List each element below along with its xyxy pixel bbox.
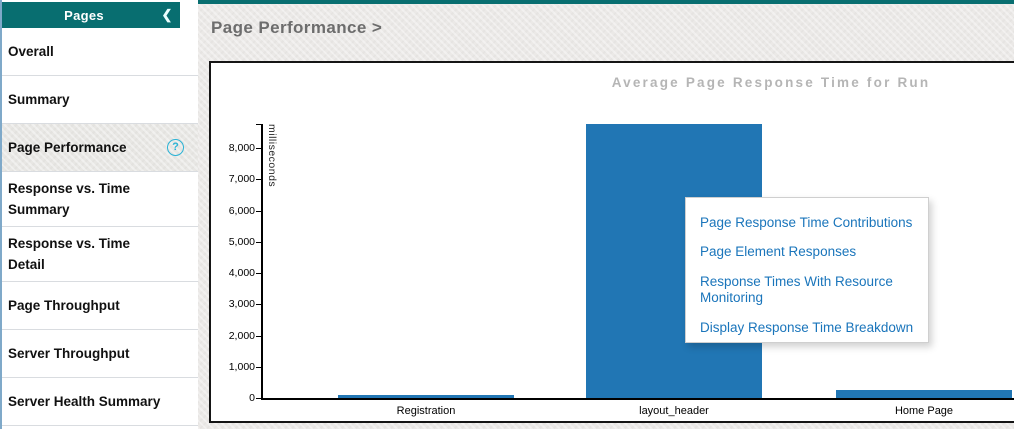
x-axis-label: Home Page (894, 405, 954, 417)
y-tick-label: 7,000 (228, 173, 255, 186)
y-tick (256, 398, 261, 399)
sidebar-item-page-performance[interactable]: Page Performance ? (0, 124, 198, 172)
left-edge-stripe (0, 0, 2, 429)
popup-link-response-times-with-resource-monitoring[interactable]: Response Times With Resource Monitoring (700, 273, 893, 306)
bar-registration[interactable] (338, 395, 514, 398)
y-tick-label: 6,000 (228, 204, 255, 217)
x-axis-label: Registration (396, 405, 456, 417)
y-tick (256, 304, 261, 306)
sidebar-items: Overall Summary Page Performance ? Respo… (0, 28, 198, 426)
top-teal-strip (198, 0, 1014, 4)
bar-home-page[interactable] (836, 390, 1012, 398)
y-axis (261, 124, 263, 398)
sidebar-title: Pages (64, 7, 104, 23)
y-tick (256, 179, 261, 181)
sidebar-item-server-throughput[interactable]: Server Throughput (0, 330, 198, 378)
y-axis-title: milliseconds (266, 124, 278, 188)
y-tick (256, 273, 261, 274)
sidebar: Pages ❮ Overall Summary Page Performance… (0, 0, 198, 429)
y-tick (256, 335, 261, 337)
y-tick (256, 210, 261, 212)
x-axis (261, 398, 1014, 400)
sidebar-item-response-vs-time-summary[interactable]: Response vs. Time Summary (0, 172, 198, 227)
sidebar-item-response-vs-time-detail[interactable]: Response vs. Time Detail (0, 227, 198, 282)
y-tick-label: 1,000 (228, 360, 255, 373)
drilldown-popup: Page Response Time Contributions Page El… (685, 197, 929, 343)
y-tick (256, 148, 261, 149)
chart-title: Average Page Response Time for Run (611, 75, 931, 90)
bar-chart: Average Page Response Time for Run milli… (211, 63, 1014, 421)
chart-panel: Average Page Response Time for Run milli… (209, 61, 1014, 423)
y-tick-label: 4,000 (228, 267, 255, 279)
x-axis-label: layout_header (639, 405, 709, 417)
help-icon[interactable]: ? (167, 139, 184, 156)
y-tick-label: 0 (249, 392, 255, 404)
y-tick (256, 366, 261, 368)
sidebar-item-overall[interactable]: Overall (0, 28, 198, 76)
y-tick (256, 241, 261, 243)
page-title: Page Performance > (211, 18, 383, 37)
popup-link-page-element-responses[interactable]: Page Element Responses (700, 244, 857, 260)
popup-link-display-response-time-breakdown[interactable]: Display Response Time Breakdown (700, 319, 914, 335)
sidebar-item-page-throughput[interactable]: Page Throughput (0, 282, 198, 330)
sidebar-header: Pages ❮ (0, 2, 180, 28)
sidebar-item-summary[interactable]: Summary (0, 76, 198, 124)
y-axis-top-cap (256, 124, 261, 125)
y-tick-label: 2,000 (228, 329, 255, 342)
y-tick-label: 8,000 (228, 142, 255, 154)
popup-link-page-response-time-contributions[interactable]: Page Response Time Contributions (700, 215, 913, 230)
sidebar-item-server-health-summary[interactable]: Server Health Summary (0, 378, 198, 426)
y-tick-label: 3,000 (228, 298, 255, 311)
collapse-chevron-icon[interactable]: ❮ (161, 7, 173, 22)
y-tick-label: 5,000 (228, 235, 255, 248)
